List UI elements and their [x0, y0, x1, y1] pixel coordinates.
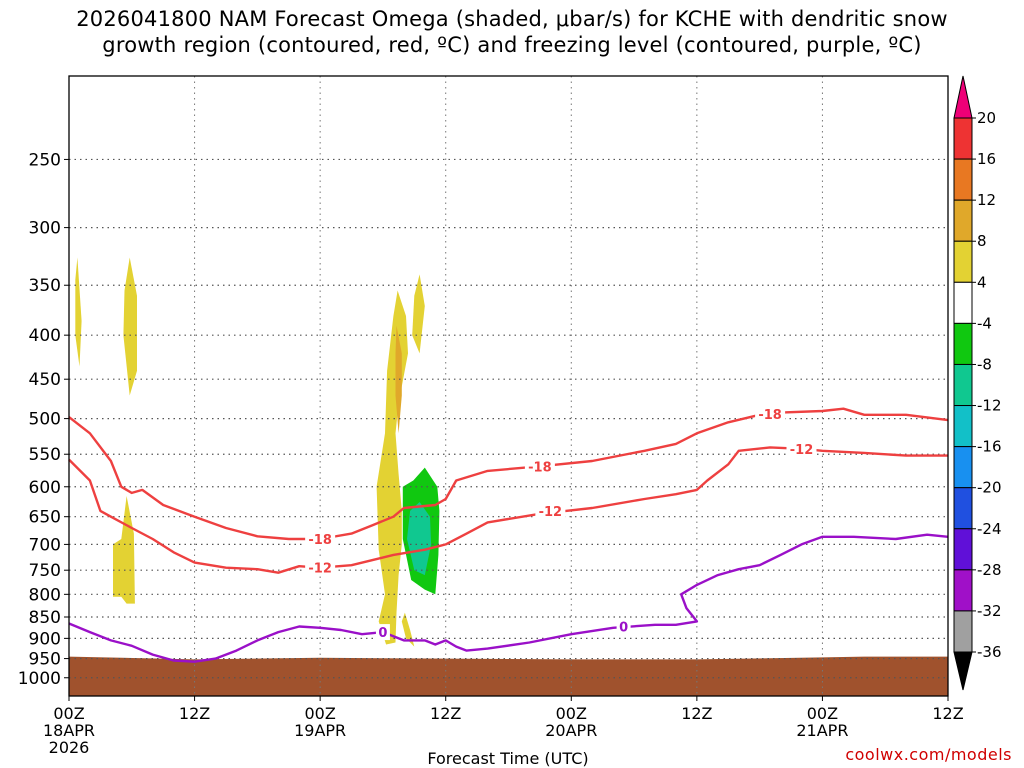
contour-label-bg [305, 559, 336, 576]
y-tick-label-400: 400 [29, 326, 61, 346]
y-tick-label-750: 750 [29, 561, 61, 581]
contour-line--12 [68, 446, 948, 574]
contour-label-0-0: 0 [378, 626, 387, 641]
x-tick-label-36-0: 12Z [430, 704, 461, 723]
y-tick-label-250: 250 [29, 150, 61, 170]
x-tick-label-84-0: 12Z [932, 704, 963, 723]
colorbar-segment-12 [953, 610, 973, 653]
y-tick-label-600: 600 [29, 478, 61, 498]
colorbar-top-arrow [953, 75, 973, 119]
y-tick-label-700: 700 [29, 535, 61, 555]
terrain-area [69, 656, 948, 696]
colorbar-segment-3 [953, 240, 973, 283]
colorbar-segment-0 [953, 117, 973, 160]
y-tick-label-950: 950 [29, 650, 61, 670]
contour-label--12-1: -12 [539, 505, 563, 520]
colorbar-segment-1 [953, 158, 973, 201]
credit-text: coolwx.com/models [845, 745, 1012, 764]
omega-region-8 [407, 502, 432, 576]
x-tick-label-60-0: 12Z [681, 704, 712, 723]
y-tick-label-450: 450 [29, 370, 61, 390]
omega-region-2 [113, 496, 135, 604]
colorbar-label-12: -32 [977, 602, 1002, 620]
title-line-1: 2026041800 NAM Forecast Omega (shaded, μ… [76, 7, 948, 31]
contour-label-bg [524, 458, 555, 475]
contour-label--12-0: -12 [308, 562, 332, 577]
colorbar-segment-7 [953, 405, 973, 448]
x-tick-label-12-0: 12Z [179, 704, 210, 723]
colorbar-segment-5 [953, 322, 973, 365]
x-tick-label-24-1: 19APR [294, 721, 346, 740]
colorbar-segment-4 [953, 281, 973, 324]
y-tick-label-900: 900 [29, 629, 61, 649]
contour-label--12-2: -12 [790, 443, 814, 458]
x-tick-label-0-0: 00Z [53, 704, 84, 723]
contour-label--18-2: -18 [758, 408, 782, 423]
colorbar-label-0: 20 [977, 109, 996, 127]
colorbar-label-2: 12 [977, 191, 996, 209]
omega-shading [75, 257, 440, 647]
contour-label-bg [375, 624, 390, 641]
y-tick-label-800: 800 [29, 585, 61, 605]
colorbar-label-11: -28 [977, 561, 1002, 579]
x-axis-label: Forecast Time (UTC) [427, 749, 588, 768]
colorbar-label-6: -8 [977, 355, 992, 373]
y-tick-label-550: 550 [29, 445, 61, 465]
title-line-2: growth region (contoured, red, ºC) and f… [102, 33, 922, 57]
colorbar-segment-2 [953, 199, 973, 242]
colorbar: 20 16 12 8 4 -4 -8 -12 -16 -20 -24 -28 -32 -36 [953, 75, 1002, 691]
x-tick-label-72-1: 21APR [796, 721, 848, 740]
colorbar-segment-11 [953, 569, 973, 612]
omega-region-1 [123, 257, 137, 396]
colorbar-segment-8 [953, 446, 973, 489]
contour-label-bg [535, 502, 566, 519]
terrain-fill [69, 656, 948, 696]
y-tick-label-300: 300 [29, 219, 61, 239]
contour-label-bg [305, 531, 336, 548]
x-tick-label-0-2: 2026 [49, 738, 90, 757]
colorbar-segment-6 [953, 363, 973, 407]
omega-region-4 [412, 274, 425, 354]
omega-region-0 [75, 257, 82, 367]
y-tick-label-350: 350 [29, 276, 61, 296]
y-tick-label-650: 650 [29, 508, 61, 528]
chart-title: 2026041800 NAM Forecast Omega (shaded, μ… [0, 6, 1024, 58]
contour-line-0 [68, 533, 949, 663]
colorbar-label-3: 8 [977, 232, 987, 250]
contour-label-bg [616, 618, 631, 635]
contour-label-bg [755, 406, 786, 423]
plot-frame [68, 75, 949, 697]
grid-lines [68, 76, 949, 696]
x-tick-label-48-1: 20APR [545, 721, 597, 740]
x-tick-label-24-0: 00Z [304, 704, 335, 723]
x-tick-label-48-0: 00Z [556, 704, 587, 723]
colorbar-label-4: 4 [977, 273, 987, 291]
x-tick-label-0-1: 18APR [43, 721, 95, 740]
y-tick-label-1000: 1000 [18, 669, 61, 689]
colorbar-label-7: -12 [977, 397, 1002, 415]
colorbar-label-9: -20 [977, 479, 1002, 497]
colorbar-bottom-arrow [953, 651, 973, 691]
omega-region-3 [376, 290, 408, 645]
colorbar-label-13: -36 [977, 643, 1002, 661]
contour-label-0-1: 0 [619, 621, 628, 636]
contour-label--18-0: -18 [308, 533, 332, 548]
contour-lines: -18 -18 -18 -12 -12 -12 0 0 [68, 406, 949, 663]
colorbar-label-10: -24 [977, 520, 1002, 538]
omega-region-6 [395, 325, 402, 434]
colorbar-label-8: -16 [977, 438, 1002, 456]
colorbar-segment-10 [953, 528, 973, 571]
colorbar-segment-9 [953, 487, 973, 530]
axes: 2503003504004505005506006507007508008509… [18, 75, 964, 757]
contour-label--18-1: -18 [528, 460, 552, 475]
colorbar-label-5: -4 [977, 314, 992, 332]
colorbar-label-1: 16 [977, 150, 996, 168]
y-tick-label-850: 850 [29, 608, 61, 628]
x-tick-label-72-0: 00Z [807, 704, 838, 723]
y-tick-label-500: 500 [29, 410, 61, 430]
contour-label-bg [786, 440, 817, 457]
